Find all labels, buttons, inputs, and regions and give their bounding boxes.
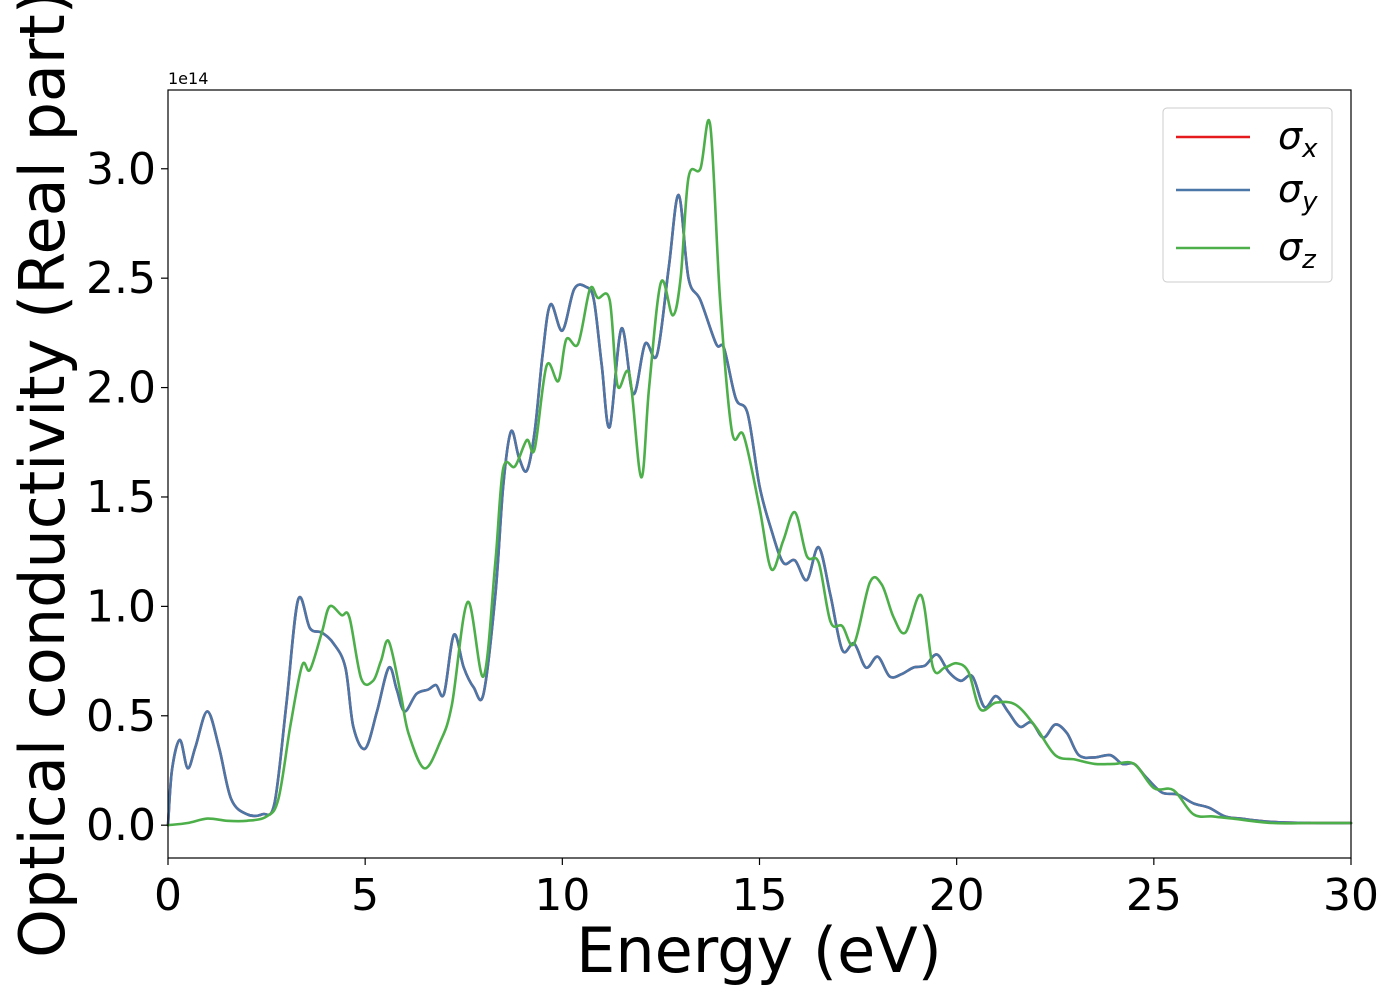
plot-area	[168, 90, 1351, 858]
y-tick-label: 0.5	[86, 691, 156, 742]
y-offset-label: 1e14	[168, 69, 208, 88]
y-tick-label: 2.0	[86, 363, 156, 414]
x-tick-label: 30	[1323, 870, 1379, 921]
series-line-z	[166, 119, 1353, 827]
x-tick-label: 15	[732, 870, 788, 921]
y-axis-ticks: 0.0 0.5 1.0 1.5 2.0 2.5 3.0	[86, 144, 168, 851]
y-axis-label: Optical conductivity (Real part)	[6, 0, 79, 958]
legend-box	[1162, 107, 1333, 283]
series-layer	[166, 119, 1353, 827]
series-line-y	[166, 193, 1353, 827]
x-tick-label: 20	[929, 870, 985, 921]
x-tick-label: 0	[154, 870, 182, 921]
y-tick-label: 1.0	[86, 581, 156, 632]
x-tick-label: 5	[351, 870, 379, 921]
y-tick-label: 1.5	[86, 472, 156, 523]
y-tick-label: 0.0	[86, 800, 156, 851]
y-tick-label: 2.5	[86, 253, 156, 304]
y-tick-label: 3.0	[86, 144, 156, 195]
x-tick-label: 25	[1126, 870, 1182, 921]
x-axis-label: Energy (eV)	[576, 914, 942, 987]
x-tick-label: 10	[534, 870, 590, 921]
x-axis-ticks: 0 5 10 15 20 25 30	[154, 858, 1379, 921]
